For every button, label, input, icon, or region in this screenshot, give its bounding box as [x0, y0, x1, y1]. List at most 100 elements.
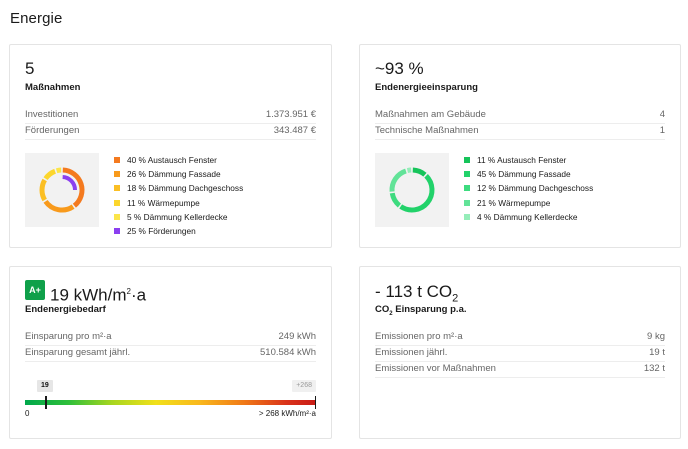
legend-swatch [464, 185, 470, 192]
savings-rows: Maßnahmen am Gebäude 4 Technische Maßnah… [375, 108, 665, 140]
legend-item: 11 % Wärmepumpe [114, 196, 243, 210]
row-label: Einsparung pro m²·a [25, 331, 112, 342]
demand-value-sup: 2 [126, 287, 131, 296]
row-savings-per-sqm: Einsparung pro m²·a 249 kWh [25, 330, 316, 346]
co2-value-sub: 2 [452, 292, 459, 305]
row-investments: Investitionen 1.373.951 € [25, 108, 316, 124]
savings-percent: ~93 % [375, 59, 424, 78]
demand-rows: Einsparung pro m²·a 249 kWh Einsparung g… [25, 330, 316, 362]
co2-label-sub: 2 [389, 310, 393, 317]
legend-item: 18 % Dämmung Dachgeschoss [114, 181, 243, 195]
donut-segment [406, 167, 412, 173]
measures-rows: Investitionen 1.373.951 € Förderungen 34… [25, 108, 316, 140]
max-value-marker [315, 396, 316, 409]
donut-segment [43, 199, 75, 213]
legend-swatch [114, 199, 120, 206]
co2-savings-value: - 113 t CO2 [375, 283, 458, 307]
legend-label: 45 % Dämmung Fassade [477, 169, 571, 180]
row-subsidies: Förderungen 343.487 € [25, 124, 316, 140]
legend-swatch [114, 157, 120, 164]
legend-item: 40 % Austausch Fenster [114, 153, 243, 167]
row-value: 1.373.951 € [265, 109, 316, 120]
savings-label: Endenergieeinsparung [375, 82, 478, 93]
page-title: Energie [10, 10, 63, 27]
row-emissions-per-sqm: Emissionen pro m²·a 9 kg [375, 330, 665, 346]
donut-segment-subsidies [62, 175, 77, 191]
legend-swatch [464, 199, 470, 206]
row-value: 249 kWh [278, 331, 317, 342]
legend-swatch [114, 185, 120, 192]
row-emissions-annual: Emissionen jährl. 19 t [375, 346, 665, 362]
donut-segment [412, 167, 427, 177]
scale-min-label: 0 [25, 409, 30, 418]
efficiency-class-badge: A+ [25, 280, 45, 300]
donut-segment [43, 168, 57, 181]
legend-swatch [464, 213, 470, 220]
savings-donut-chart [375, 153, 449, 227]
row-emissions-before: Emissionen vor Maßnahmen 132 t [375, 362, 665, 378]
row-label: Emissionen jährl. [375, 347, 448, 358]
legend-label: 26 % Dämmung Fassade [127, 169, 221, 180]
row-label: Einsparung gesamt jährl. [25, 347, 131, 358]
legend-label: 4 % Dämmung Kellerdecke [477, 211, 578, 222]
legend-swatch [114, 171, 120, 178]
measures-card: 5 Maßnahmen Investitionen 1.373.951 € Fö… [9, 44, 332, 248]
legend-item: 11 % Austausch Fenster [464, 153, 593, 167]
measures-count: 5 [25, 59, 35, 78]
co2-label-suffix: Einsparung p.a. [392, 304, 467, 315]
energy-demand-card: A+ 19 kWh/m2·a Endenergiebedarf Einsparu… [9, 266, 332, 439]
demand-value-suffix: ·a [130, 285, 147, 305]
savings-legend: 11 % Austausch Fenster 45 % Dämmung Fassa… [464, 153, 593, 224]
donut-svg [39, 167, 85, 213]
row-value: 19 t [649, 347, 665, 358]
row-label: Maßnahmen am Gebäude [375, 109, 486, 120]
legend-label: 12 % Dämmung Dachgeschoss [477, 183, 594, 194]
donut-svg [389, 167, 435, 213]
legend-item: 4 % Dämmung Kellerdecke [464, 210, 593, 224]
max-value-tag: +268 [292, 380, 316, 392]
legend-item: 26 % Dämmung Fassade [114, 167, 243, 181]
row-savings-annual: Einsparung gesamt jährl. 510.584 kWh [25, 346, 316, 362]
legend-label: 5 % Dämmung Kellerdecke [127, 211, 228, 222]
legend-item: 12 % Dämmung Dachgeschoss [464, 181, 593, 195]
legend-item: 5 % Dämmung Kellerdecke [114, 210, 243, 224]
legend-swatch [464, 171, 470, 178]
co2-savings-label: CO2 Einsparung p.a. [375, 304, 467, 317]
legend-swatch [114, 228, 120, 235]
donut-segment [39, 178, 47, 202]
legend-label: 11 % Wärmepumpe [127, 197, 200, 208]
row-label: Investitionen [25, 109, 79, 120]
row-label: Technische Maßnahmen [375, 125, 479, 136]
row-value: 510.584 kWh [260, 347, 316, 358]
demand-value-text: 19 kWh/m [50, 285, 127, 305]
energy-scale: 19 +268 0 > 268 kWh/m²·a [25, 376, 316, 418]
co2-card: - 113 t CO2 CO2 Einsparung p.a. Emission… [359, 266, 681, 439]
energy-gradient-bar [25, 400, 316, 405]
donut-segment [62, 167, 85, 208]
legend-label: 25 % Förderungen [127, 226, 196, 237]
measures-legend: 40 % Austausch Fenster 26 % Dämmung Fassa… [114, 153, 243, 238]
legend-item: 25 % Förderungen [114, 224, 243, 238]
legend-swatch [464, 157, 470, 164]
row-label: Emissionen pro m²·a [375, 331, 463, 342]
row-building-measures: Maßnahmen am Gebäude 4 [375, 108, 665, 124]
row-label: Emissionen vor Maßnahmen [375, 363, 496, 374]
donut-segment [389, 192, 402, 208]
energy-demand-value: 19 kWh/m2·a [50, 283, 146, 305]
co2-label-prefix: CO [375, 304, 390, 315]
scale-max-label: > 268 kWh/m²·a [258, 409, 316, 418]
current-value-tag: 19 [37, 380, 53, 392]
row-value: 1 [659, 125, 665, 136]
donut-segment [55, 167, 62, 174]
legend-item: 45 % Dämmung Fassade [464, 167, 593, 181]
donut-segment [399, 174, 435, 213]
donut-segment [389, 168, 407, 192]
savings-card: ~93 % Endenergieeinsparung Maßnahmen am … [359, 44, 681, 248]
energy-demand-label: Endenergiebedarf [25, 304, 106, 315]
row-value: 9 kg [647, 331, 665, 342]
row-value: 132 t [643, 363, 665, 374]
legend-label: 21 % Wärmepumpe [477, 197, 551, 208]
co2-value-text: - 113 t CO [375, 282, 453, 301]
row-value: 343.487 € [273, 125, 316, 136]
row-label: Förderungen [25, 125, 80, 136]
